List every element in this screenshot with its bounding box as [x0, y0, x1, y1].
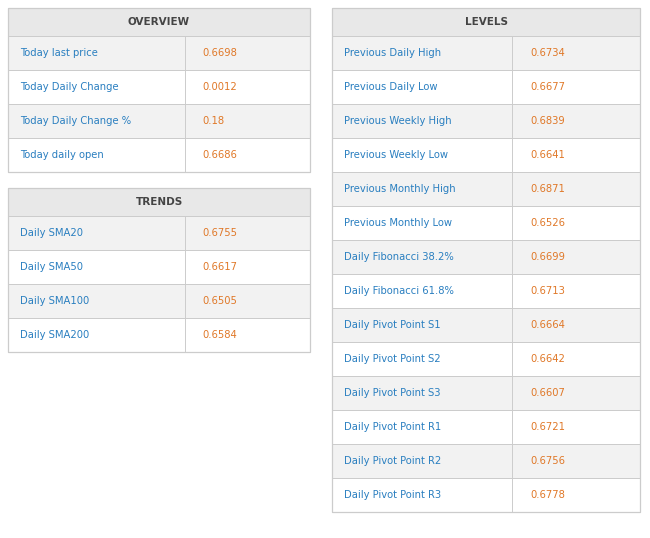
Text: 0.0012: 0.0012 [203, 82, 237, 92]
Text: 0.6617: 0.6617 [203, 262, 238, 272]
Bar [8, 250, 310, 284]
Bar [8, 8, 310, 36]
Text: 0.6642: 0.6642 [530, 354, 566, 364]
Text: Previous Monthly Low: Previous Monthly Low [344, 218, 452, 228]
Text: 0.6734: 0.6734 [530, 48, 566, 58]
Text: 0.6721: 0.6721 [530, 422, 566, 432]
Text: Today daily open: Today daily open [20, 150, 104, 160]
Text: Daily SMA200: Daily SMA200 [20, 330, 89, 340]
Bar [332, 172, 640, 206]
Bar [8, 36, 310, 70]
Text: Daily Pivot Point S1: Daily Pivot Point S1 [344, 320, 441, 330]
Text: Previous Weekly High: Previous Weekly High [344, 116, 452, 126]
Text: OVERVIEW: OVERVIEW [128, 17, 190, 27]
Text: Today Daily Change %: Today Daily Change % [20, 116, 131, 126]
Bar [332, 240, 640, 274]
Text: Daily SMA20: Daily SMA20 [20, 228, 83, 238]
Text: 0.6584: 0.6584 [203, 330, 237, 340]
Bar [332, 342, 640, 376]
Bar [332, 8, 640, 36]
Bar [332, 274, 640, 308]
Text: 0.6664: 0.6664 [530, 320, 566, 330]
Text: 0.18: 0.18 [203, 116, 225, 126]
Text: Daily Fibonacci 38.2%: Daily Fibonacci 38.2% [344, 252, 454, 262]
Text: 0.6677: 0.6677 [530, 82, 566, 92]
Bar [8, 284, 310, 318]
Bar [8, 8, 310, 172]
Bar [332, 138, 640, 172]
Text: LEVELS: LEVELS [465, 17, 508, 27]
Bar [8, 70, 310, 104]
Text: 0.6699: 0.6699 [530, 252, 566, 262]
Text: 0.6871: 0.6871 [530, 184, 566, 194]
Text: 0.6756: 0.6756 [530, 456, 566, 466]
Bar [8, 188, 310, 352]
Text: 0.6686: 0.6686 [203, 150, 238, 160]
Text: Today last price: Today last price [20, 48, 98, 58]
Bar [332, 36, 640, 70]
Text: 0.6641: 0.6641 [530, 150, 566, 160]
Text: 0.6755: 0.6755 [203, 228, 238, 238]
Text: 0.6505: 0.6505 [203, 296, 238, 306]
Bar [332, 308, 640, 342]
Text: Previous Daily Low: Previous Daily Low [344, 82, 438, 92]
Bar [8, 318, 310, 352]
Text: Previous Daily High: Previous Daily High [344, 48, 441, 58]
Text: Daily Pivot Point S3: Daily Pivot Point S3 [344, 388, 441, 398]
Text: 0.6713: 0.6713 [530, 286, 566, 296]
Text: Today Daily Change: Today Daily Change [20, 82, 119, 92]
Bar [332, 70, 640, 104]
Text: Daily Pivot Point R3: Daily Pivot Point R3 [344, 490, 441, 500]
Text: Daily Pivot Point R1: Daily Pivot Point R1 [344, 422, 441, 432]
Text: Daily SMA50: Daily SMA50 [20, 262, 83, 272]
Text: Previous Weekly Low: Previous Weekly Low [344, 150, 448, 160]
Text: Daily SMA100: Daily SMA100 [20, 296, 89, 306]
Text: 0.6526: 0.6526 [530, 218, 566, 228]
Bar [332, 478, 640, 512]
Text: TRENDS: TRENDS [135, 197, 183, 207]
Bar [332, 8, 640, 512]
Text: 0.6839: 0.6839 [530, 116, 566, 126]
Bar [332, 410, 640, 444]
Text: 0.6698: 0.6698 [203, 48, 238, 58]
Bar [332, 376, 640, 410]
Text: Daily Fibonacci 61.8%: Daily Fibonacci 61.8% [344, 286, 454, 296]
Bar [8, 104, 310, 138]
Text: 0.6607: 0.6607 [530, 388, 566, 398]
Text: Daily Pivot Point R2: Daily Pivot Point R2 [344, 456, 441, 466]
Bar [332, 104, 640, 138]
Text: Previous Monthly High: Previous Monthly High [344, 184, 456, 194]
Bar [8, 138, 310, 172]
Bar [8, 216, 310, 250]
Bar [332, 206, 640, 240]
Bar [8, 188, 310, 216]
Bar [332, 444, 640, 478]
Text: 0.6778: 0.6778 [530, 490, 566, 500]
Text: Daily Pivot Point S2: Daily Pivot Point S2 [344, 354, 441, 364]
